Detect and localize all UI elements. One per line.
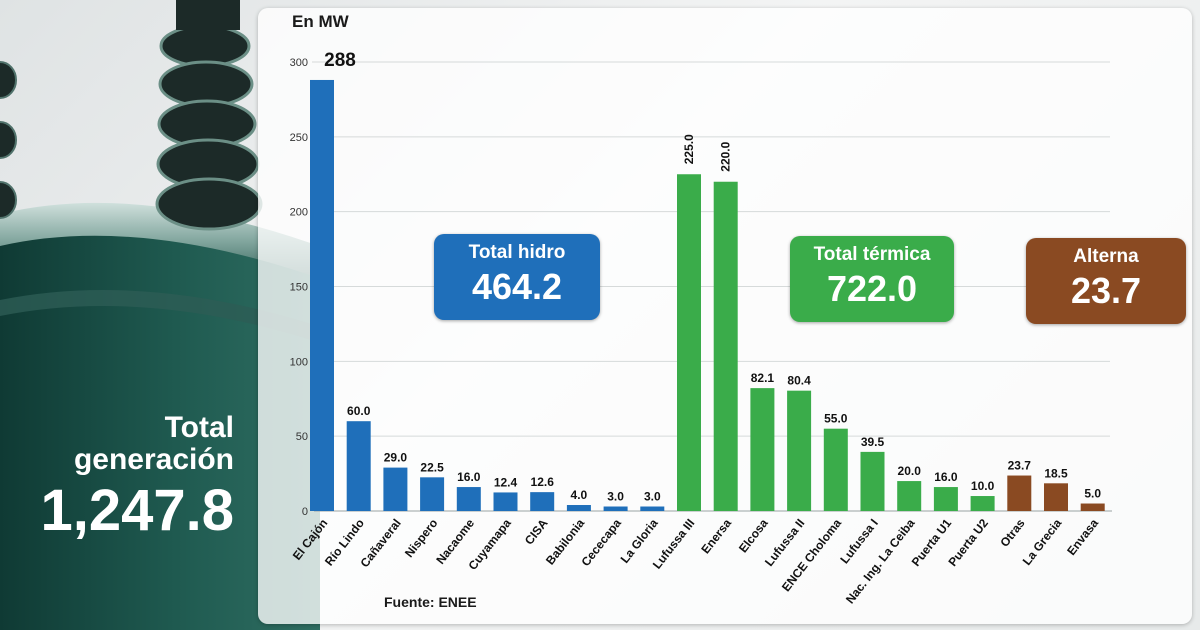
value-label-4: 22.5 <box>420 460 444 474</box>
bar-18 <box>933 487 958 511</box>
value-label-15: 55.0 <box>824 412 848 426</box>
bar-7 <box>530 492 555 511</box>
bar-21 <box>1044 483 1068 511</box>
total-value: 1,247.8 <box>40 478 234 543</box>
category-label-22: Envasa <box>1064 516 1101 558</box>
value-label-13: 82.1 <box>751 371 775 385</box>
bar-10 <box>640 506 665 511</box>
y-tick-label-150: 150 <box>290 282 308 294</box>
bar-12 <box>713 181 738 511</box>
bar-3 <box>383 467 408 511</box>
badge-alterna: Alterna 23.7 <box>1026 238 1186 324</box>
bar-22 <box>1080 503 1105 511</box>
value-label-17: 20.0 <box>898 464 922 478</box>
total-label-line2: generación <box>73 443 234 476</box>
badge-hidro-value: 464.2 <box>471 266 563 307</box>
bar-6 <box>493 492 518 511</box>
bar-9 <box>603 506 628 511</box>
badge-alterna-value: 23.7 <box>1070 270 1142 311</box>
value-label-9: 3.0 <box>607 490 624 504</box>
y-tick-label-200: 200 <box>290 207 308 219</box>
bar-11 <box>677 174 701 511</box>
category-label-21: La Grecia <box>1020 516 1065 568</box>
category-label-12: Enersa <box>698 516 734 556</box>
value-label-5: 16.0 <box>457 470 481 484</box>
badge-termica-value: 722.0 <box>826 268 918 309</box>
value-label-10: 3.0 <box>644 490 661 504</box>
total-generation: Total generación 1,247.8 <box>40 412 234 542</box>
bar-13 <box>750 388 775 511</box>
value-label-1: 288 <box>324 50 356 71</box>
source-note: Fuente: ENEE <box>384 594 477 610</box>
bar-20 <box>1007 475 1032 511</box>
badge-total-hidro: Total hidro 464.2 <box>434 234 600 320</box>
category-label-13: Elcosa <box>736 516 771 555</box>
bar-17 <box>897 481 922 511</box>
y-tick-label-300: 300 <box>290 57 308 69</box>
badge-total-termica: Total térmica 722.0 <box>790 236 954 322</box>
bar-8 <box>566 505 591 511</box>
bar-4 <box>420 477 445 511</box>
value-label-16: 39.5 <box>861 435 885 449</box>
y-tick-label-0: 0 <box>302 506 308 518</box>
value-label-18: 16.0 <box>934 470 958 484</box>
badge-alterna-label: Alterna <box>1073 246 1139 267</box>
value-label-19: 10.0 <box>971 479 995 493</box>
value-label-12: 220.0 <box>719 141 733 171</box>
category-label-20: Otras <box>997 516 1028 550</box>
value-label-3: 29.0 <box>384 451 408 465</box>
value-label-20: 23.7 <box>1008 459 1032 473</box>
value-label-8: 4.0 <box>571 488 588 502</box>
value-label-21: 18.5 <box>1044 466 1068 480</box>
bar-2 <box>346 421 371 511</box>
unit-label: En MW <box>292 12 349 31</box>
value-label-2: 60.0 <box>347 404 371 418</box>
bar-1 <box>310 79 334 512</box>
total-label-line1: Total <box>164 411 234 444</box>
value-label-7: 12.6 <box>531 475 555 489</box>
bar-14 <box>787 390 812 511</box>
bar-5 <box>456 487 481 511</box>
badge-hidro-label: Total hidro <box>468 242 566 263</box>
y-tick-label-250: 250 <box>290 132 308 144</box>
bar-19 <box>970 496 995 511</box>
y-tick-label-100: 100 <box>290 356 308 368</box>
value-label-11: 225.0 <box>682 134 696 164</box>
category-label-4: Nispero <box>402 516 441 560</box>
category-label-7: CISA <box>522 516 551 547</box>
value-label-6: 12.4 <box>494 475 518 489</box>
value-label-22: 5.0 <box>1084 487 1101 501</box>
y-tick-label-50: 50 <box>296 431 308 443</box>
value-label-14: 80.4 <box>787 374 811 388</box>
badge-termica-label: Total térmica <box>813 244 931 265</box>
bar-16 <box>860 451 885 511</box>
category-label-17: Nac. Ing. La Ceiba <box>843 516 918 606</box>
bar-15 <box>823 428 848 511</box>
